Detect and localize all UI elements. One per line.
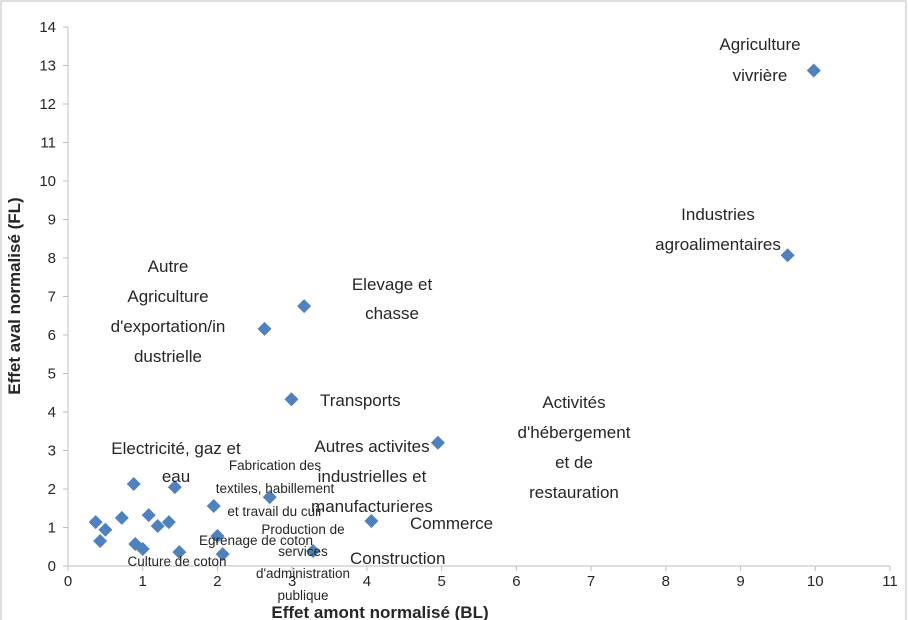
point [780, 248, 795, 263]
annotation: Commerce [410, 514, 493, 533]
point [93, 533, 108, 548]
x-tick-label: 10 [807, 573, 824, 590]
y-tick-label: 11 [40, 135, 56, 152]
y-axis-label: Effet aval normalisé (FL) [5, 197, 24, 394]
annotation: Activités [542, 393, 605, 412]
x-tick-label: 11 [882, 573, 898, 590]
x-axis-label: Effet amont normalisé (BL) [271, 603, 488, 620]
y-tick-label: 13 [39, 58, 56, 75]
y-tick-label: 3 [48, 443, 56, 460]
y-tick-label: 7 [48, 289, 56, 306]
annotation: services [278, 544, 328, 559]
x-tick-label: 2 [213, 573, 221, 590]
annotation: et de [555, 453, 593, 472]
x-tick-label: 9 [736, 573, 744, 590]
annotation: d'exportation/in [111, 317, 226, 336]
point [88, 515, 103, 530]
y-tick-label: 6 [48, 327, 56, 344]
annotation: Construction [350, 549, 445, 568]
annotation: vivrière [733, 66, 788, 85]
point [167, 480, 182, 495]
point [306, 543, 321, 558]
x-tick-label: 7 [587, 573, 595, 590]
annotation: manufacturieres [311, 497, 433, 516]
x-tick-label: 1 [139, 573, 147, 590]
x-tick-label: 4 [363, 573, 371, 590]
x-tick-label: 0 [64, 573, 72, 590]
point [210, 528, 225, 543]
x-tick-label: 3 [288, 573, 296, 590]
y-tick-label: 9 [48, 212, 56, 229]
annotation: d'hébergement [518, 423, 631, 442]
point [98, 522, 113, 537]
annotation: Elevage et [352, 275, 433, 294]
annotation: publique [277, 588, 328, 603]
y-tick-label: 10 [39, 173, 56, 190]
point [430, 435, 445, 450]
annotation: textiles, habillement [216, 481, 335, 496]
annotation: Fabrication des [229, 458, 322, 473]
annotation: Transports [320, 391, 401, 410]
annotation: d'administration [256, 566, 350, 581]
x-tick-label: 5 [437, 573, 445, 590]
point [126, 476, 141, 491]
point [114, 510, 129, 525]
point [172, 545, 187, 560]
point [141, 508, 156, 523]
point [215, 547, 230, 562]
point [806, 63, 821, 78]
annotation: et travail du cuir [227, 504, 323, 519]
point [161, 515, 176, 530]
y-tick-label: 2 [48, 481, 56, 498]
y-tick-label: 14 [39, 19, 56, 36]
y-tick-label: 1 [48, 520, 56, 537]
y-tick-label: 5 [48, 366, 56, 383]
annotation: Culture de coton [127, 554, 226, 569]
annotation: agroalimentaires [655, 235, 781, 254]
x-tick-label: 6 [512, 573, 520, 590]
y-tick-label: 8 [48, 250, 56, 267]
annotation: Autre [148, 257, 189, 276]
point [150, 518, 165, 533]
y-tick-label: 4 [48, 404, 56, 421]
annotation: Industries [681, 205, 755, 224]
annotation: Autres activites [314, 437, 429, 456]
annotation: Electricité, gaz et [111, 439, 241, 458]
annotation: Egrenage de coton [199, 533, 313, 548]
annotation: chasse [365, 304, 419, 323]
y-tick-label: 12 [39, 96, 56, 113]
x-tick-label: 8 [662, 573, 670, 590]
point [257, 321, 272, 336]
annotation: dustrielle [134, 347, 202, 366]
annotation: Agriculture [127, 287, 208, 306]
point [135, 542, 150, 557]
annotation: Agriculture [719, 35, 800, 54]
point [297, 299, 312, 314]
annotation: industrielles et [318, 467, 427, 486]
annotation: restauration [529, 483, 619, 502]
point [262, 490, 277, 505]
annotation: Production de [261, 522, 344, 537]
point [206, 498, 221, 513]
point [364, 513, 379, 528]
annotation: eau [162, 467, 190, 486]
y-tick-label: 0 [48, 558, 56, 575]
point [284, 392, 299, 407]
